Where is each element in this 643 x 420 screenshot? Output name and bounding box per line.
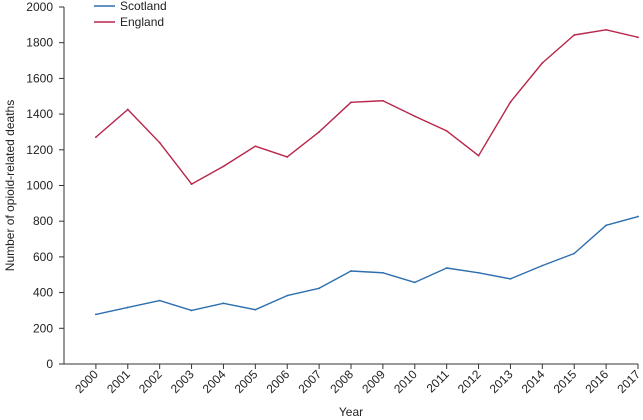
x-tick-label: 2001 — [104, 367, 133, 396]
x-tick-label: 2017 — [614, 367, 643, 396]
data-point — [541, 264, 544, 267]
data-point — [637, 215, 639, 218]
x-tick-label: 2010 — [391, 367, 420, 396]
data-point — [94, 313, 97, 316]
x-tick-label: 2009 — [359, 367, 388, 396]
legend-item-england: England — [94, 15, 164, 29]
legend: Scotland England — [94, 0, 167, 29]
series-layer — [94, 28, 639, 316]
x-tick-label: 2014 — [519, 367, 548, 396]
data-point — [445, 267, 448, 269]
y-tick-label: 600 — [33, 250, 53, 264]
data-point — [158, 299, 161, 302]
data-point — [413, 115, 416, 118]
y-tick-label: 1400 — [26, 107, 53, 121]
x-tick-label: 2000 — [72, 367, 101, 396]
x-tick-label: 2013 — [487, 367, 516, 396]
data-point — [318, 131, 321, 133]
y-tick-label: 800 — [33, 214, 53, 228]
data-point — [605, 28, 608, 31]
x-tick-label: 2004 — [200, 367, 229, 396]
x-tick-label: 2011 — [424, 367, 452, 395]
data-point — [190, 183, 193, 185]
data-point — [509, 277, 512, 280]
x-tick-label: 2002 — [136, 367, 165, 396]
data-point — [158, 141, 161, 144]
data-point — [445, 129, 448, 132]
x-tick-label: 2008 — [327, 367, 356, 396]
legend-item-scotland: Scotland — [94, 0, 167, 13]
x-tick-label: 2012 — [455, 367, 484, 396]
data-point — [605, 224, 608, 227]
y-axis: 0 200 400 600 800 1000 1200 1400 1600 1800 2000 — [26, 0, 65, 371]
data-point — [126, 306, 129, 309]
series-line-scotland — [95, 215, 639, 316]
y-axis-label: Number of opioid-related deaths — [3, 100, 17, 271]
data-point — [94, 136, 97, 139]
data-point — [509, 101, 512, 104]
data-point — [573, 34, 576, 36]
series-scotland — [94, 215, 639, 316]
data-point — [286, 156, 289, 158]
y-tick-label: 1600 — [26, 71, 53, 85]
data-point — [318, 287, 321, 290]
x-tick-label: 2007 — [295, 367, 324, 396]
y-tick-label: 200 — [33, 321, 53, 335]
data-point — [222, 165, 225, 168]
y-tick-label: 2000 — [26, 0, 53, 14]
x-axis: 2000 2001 2002 2003 2004 2005 2006 2007 2008 2009… — [64, 363, 643, 396]
data-point — [350, 101, 352, 104]
data-point — [126, 108, 129, 111]
x-tick-label: 2006 — [264, 367, 293, 396]
y-tick-label: 0 — [46, 357, 53, 371]
y-tick-label: 400 — [33, 286, 53, 300]
x-tick-label: 2003 — [168, 367, 197, 396]
data-point — [573, 252, 576, 255]
data-point — [477, 271, 480, 274]
data-point — [222, 302, 225, 305]
data-point — [381, 99, 384, 102]
y-tick-label: 1800 — [26, 36, 53, 50]
data-point — [381, 271, 384, 274]
x-tick-label: 2005 — [232, 367, 261, 396]
data-point — [190, 309, 193, 312]
data-point — [637, 36, 639, 39]
series-line-england — [95, 29, 639, 185]
data-point — [350, 270, 352, 272]
x-axis-label: Year — [339, 405, 363, 419]
series-england — [94, 28, 639, 185]
legend-label: Scotland — [120, 0, 167, 13]
legend-label: England — [120, 15, 164, 29]
data-point — [477, 154, 480, 157]
data-point — [541, 62, 544, 64]
data-point — [254, 145, 257, 148]
data-point — [413, 281, 416, 284]
y-tick-label: 1000 — [26, 179, 53, 193]
x-tick-label: 2016 — [582, 367, 611, 396]
x-tick-label: 2015 — [551, 367, 580, 396]
y-tick-label: 1200 — [26, 143, 53, 157]
data-point — [286, 294, 289, 297]
data-point — [254, 308, 257, 311]
